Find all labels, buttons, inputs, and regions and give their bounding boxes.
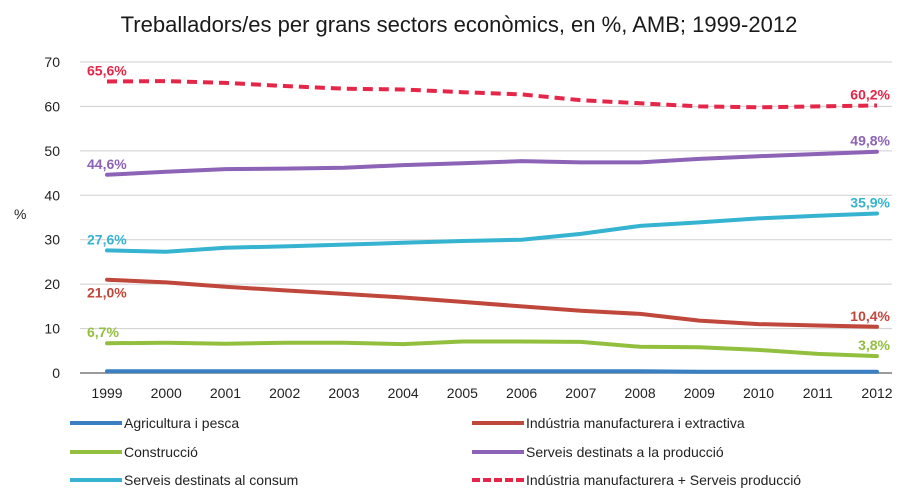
x-tick-label: 2004: [388, 385, 419, 401]
end-value-label: 3,8%: [858, 337, 890, 353]
data-labels: 21,0% 10,4% 6,7% 3,8% 44,6% 49,8% 27,6% 35,9% 65…: [87, 63, 891, 354]
chart-title: Treballadors/es per grans sectors econòm…: [120, 12, 798, 37]
y-tick-label: 0: [52, 365, 60, 381]
y-tick-label: 40: [44, 187, 60, 203]
start-value-label: 27,6%: [87, 231, 127, 247]
x-tick-label: 2005: [447, 385, 478, 401]
x-tick-label: 2012: [861, 385, 892, 401]
series-line: [105, 149, 879, 177]
x-tick-label: 2001: [210, 385, 241, 401]
y-tick-label: 20: [44, 276, 60, 292]
start-value-label: 21,0%: [87, 285, 127, 301]
end-value-label: 60,2%: [850, 87, 890, 103]
series-line: [105, 369, 879, 374]
series-line: [105, 339, 879, 359]
y-tick-label: 50: [44, 143, 60, 159]
x-tick-label: 2008: [624, 385, 655, 401]
y-axis-ticks: 0 10 20 30 40 50 60 70: [44, 54, 60, 381]
end-value-label: 35,9%: [850, 195, 890, 211]
end-value-label: 10,4%: [850, 308, 890, 324]
x-tick-label: 2002: [269, 385, 300, 401]
series-line: [105, 211, 879, 254]
x-tick-label: 1999: [91, 385, 122, 401]
y-tick-label: 10: [44, 321, 60, 337]
x-tick-label: 2000: [151, 385, 182, 401]
start-value-label: 65,6%: [87, 63, 127, 79]
start-value-label: 6,7%: [87, 324, 119, 340]
start-value-label: 44,6%: [87, 156, 127, 172]
x-tick-label: 2009: [684, 385, 715, 401]
y-tick-label: 60: [44, 98, 60, 114]
series-line: [106, 79, 878, 110]
y-axis-label: %: [14, 206, 26, 222]
x-tick-label: 2003: [328, 385, 359, 401]
x-axis-ticks: 1999 2000 2001 2002 2003 2004 2005 2006 2007 2008…: [91, 385, 892, 401]
x-tick-label: 2006: [506, 385, 537, 401]
y-tick-label: 30: [44, 232, 60, 248]
x-tick-label: 2010: [743, 385, 774, 401]
x-tick-label: 2007: [565, 385, 596, 401]
x-tick-label: 2011: [803, 385, 833, 401]
series-lines: [105, 79, 879, 374]
y-tick-label: 70: [44, 54, 60, 70]
end-value-label: 49,8%: [850, 133, 890, 149]
series-line: [105, 277, 879, 329]
